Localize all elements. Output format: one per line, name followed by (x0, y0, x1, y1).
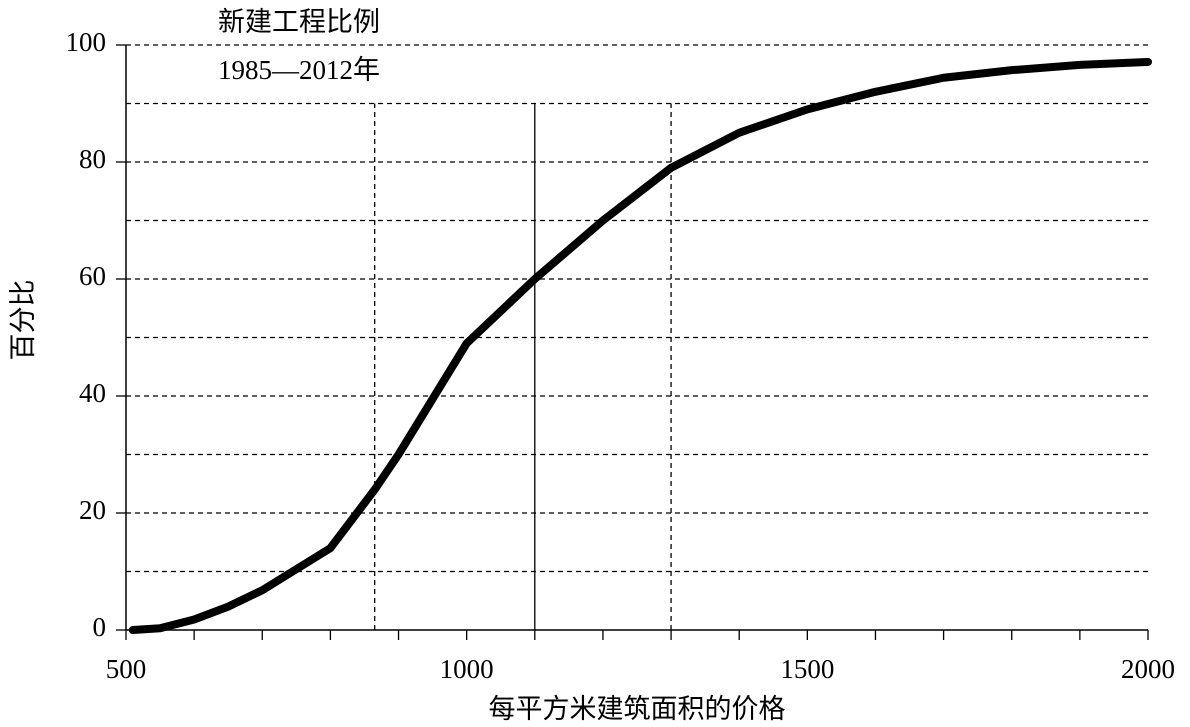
x-tick-label: 1500 (780, 654, 834, 684)
x-axis-label: 每平方米建筑面积的价格 (489, 694, 786, 724)
data-line (128, 57, 1152, 634)
y-tick-label: 100 (66, 27, 107, 57)
chart-title: 新建工程比例 (218, 7, 380, 37)
y-tick-label: 20 (79, 495, 106, 525)
y-axis-label: 百分比 (8, 280, 38, 361)
x-tick-label: 2000 (1121, 654, 1175, 684)
x-tick-label: 500 (106, 654, 147, 684)
x-tick-label: 1000 (440, 654, 494, 684)
y-tick-label: 40 (79, 378, 106, 408)
y-tick-label: 80 (79, 144, 106, 174)
y-tick-label: 0 (93, 612, 107, 642)
chart-subtitle: 1985—2012年 (218, 55, 380, 85)
y-tick-label: 60 (79, 261, 106, 291)
